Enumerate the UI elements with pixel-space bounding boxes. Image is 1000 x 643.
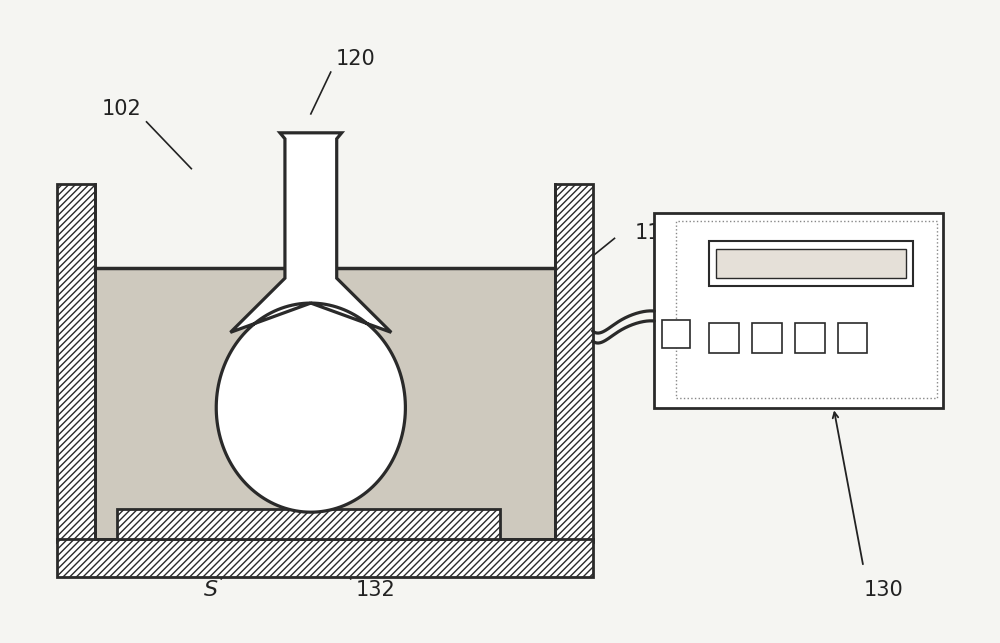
Bar xyxy=(57,539,593,577)
Bar xyxy=(709,241,913,286)
Bar xyxy=(795,323,825,353)
Bar xyxy=(654,213,943,408)
Bar xyxy=(57,184,95,542)
Bar xyxy=(838,323,867,353)
Bar xyxy=(117,509,500,539)
Bar xyxy=(662,320,690,348)
Polygon shape xyxy=(216,133,405,512)
Bar xyxy=(555,184,593,542)
Text: 130: 130 xyxy=(863,580,903,600)
Bar xyxy=(752,323,782,353)
Text: S: S xyxy=(204,580,218,600)
Bar xyxy=(57,539,593,577)
Bar xyxy=(95,268,555,539)
Bar xyxy=(709,323,739,353)
Bar xyxy=(716,249,906,278)
Text: 132: 132 xyxy=(356,580,395,600)
Bar xyxy=(676,221,937,397)
Bar xyxy=(57,184,95,542)
Text: 120: 120 xyxy=(336,49,376,69)
Text: 110: 110 xyxy=(634,223,674,244)
Text: 102: 102 xyxy=(102,99,142,119)
Bar xyxy=(117,509,500,539)
Bar xyxy=(555,184,593,542)
